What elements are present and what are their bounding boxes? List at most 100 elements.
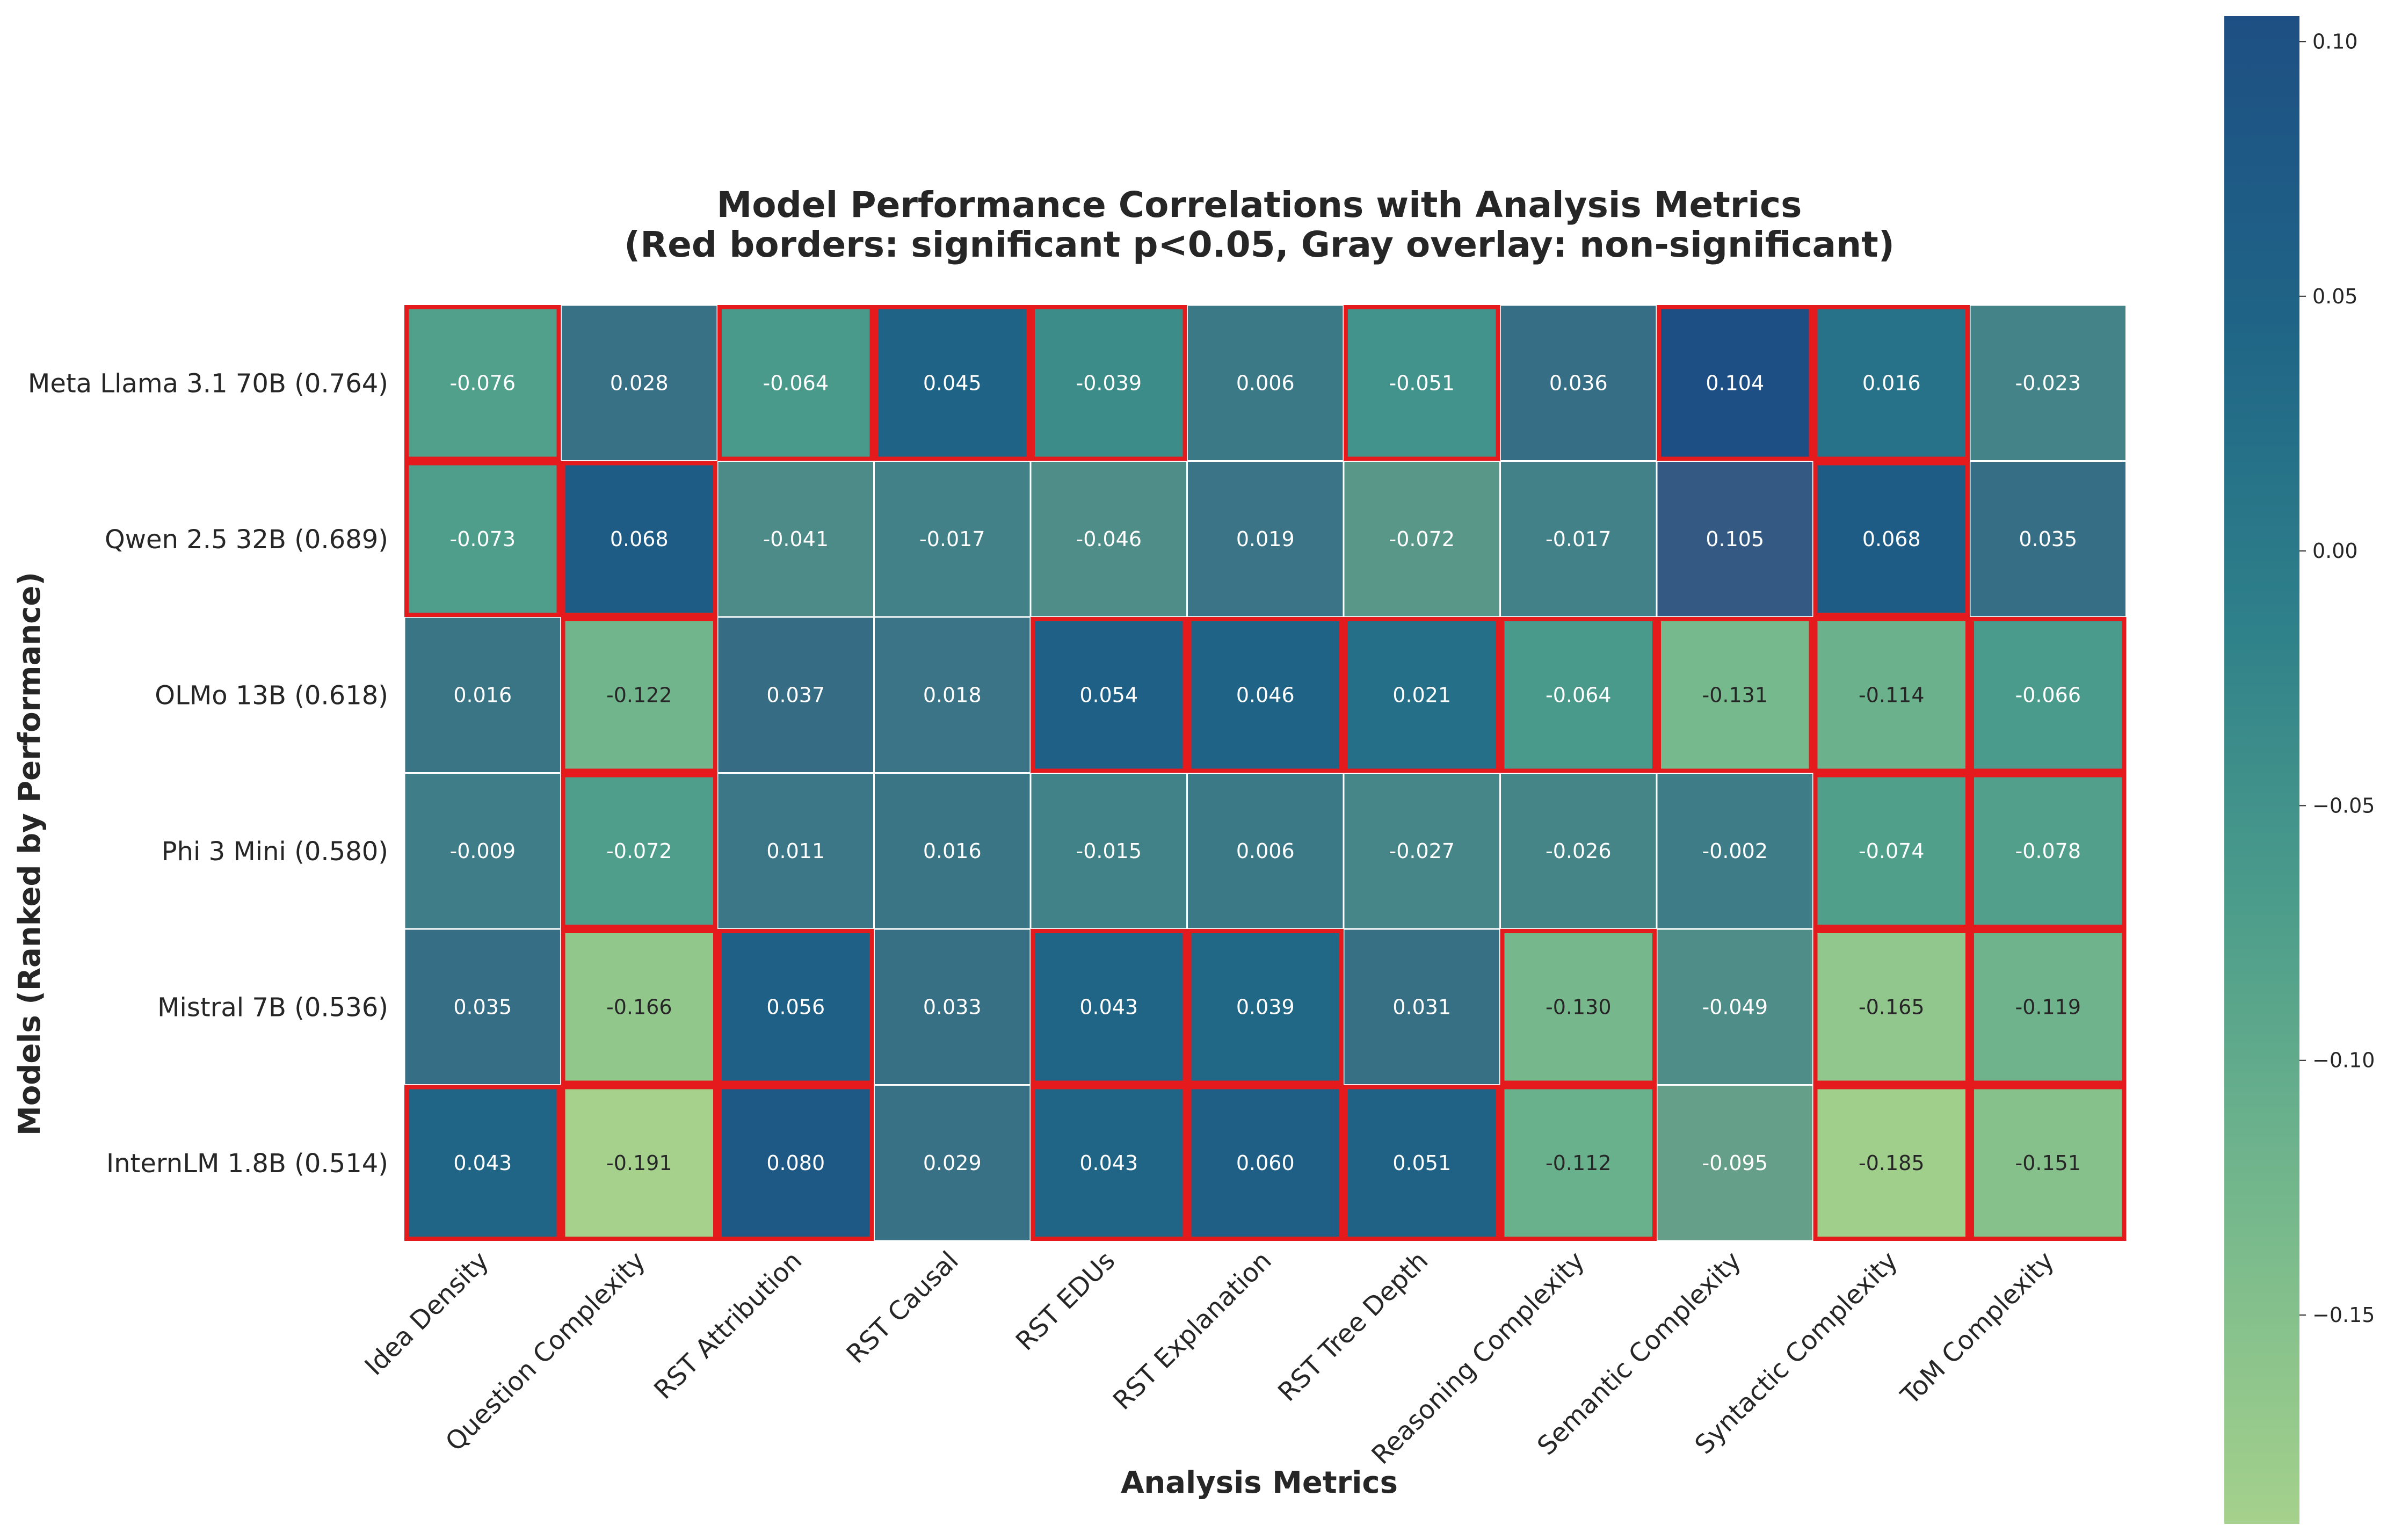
heatmap-cell bbox=[1969, 1084, 2127, 1242]
cell-value-label: -0.151 bbox=[2015, 1151, 2081, 1175]
cell-value-label: 0.105 bbox=[1706, 527, 1764, 551]
heatmap-cell bbox=[1029, 304, 1188, 462]
heatmap-cell bbox=[1656, 772, 1814, 930]
heatmap-cell bbox=[1343, 928, 1501, 1086]
heatmap-cell bbox=[1656, 460, 1814, 618]
significance-border bbox=[1970, 1085, 2127, 1241]
heatmap-cell bbox=[1186, 460, 1345, 618]
significance-border bbox=[1031, 617, 1187, 773]
significance-border bbox=[1187, 617, 1344, 773]
heatmap-cell bbox=[716, 616, 875, 774]
significance-border bbox=[1657, 305, 1813, 461]
significance-border bbox=[561, 1085, 717, 1241]
heatmap-cell bbox=[1656, 1084, 1814, 1242]
colorbar-tick-label: 0.00 bbox=[2312, 539, 2358, 563]
cell-value-label: -0.072 bbox=[606, 839, 672, 863]
cell-value-label: 0.037 bbox=[766, 683, 825, 707]
x-tick-label: Idea Density bbox=[359, 1246, 495, 1382]
significance-border bbox=[1970, 929, 2127, 1085]
heatmap-cell bbox=[1029, 616, 1188, 774]
cell-value-label: -0.114 bbox=[1859, 683, 1925, 707]
heatmap-cell bbox=[873, 460, 1032, 618]
cell-value-label: 0.016 bbox=[453, 683, 512, 707]
significance-border bbox=[1187, 929, 1344, 1085]
x-tick-label: RST Attribution bbox=[648, 1246, 808, 1405]
significance-border bbox=[1970, 773, 2127, 929]
cell-value-label: 0.068 bbox=[1862, 527, 1921, 551]
colorbar-tick-label: −0.05 bbox=[2312, 794, 2375, 817]
cell-value-label: -0.072 bbox=[1389, 527, 1455, 551]
cell-value-label: 0.011 bbox=[766, 839, 825, 863]
cell-value-label: -0.122 bbox=[606, 683, 672, 707]
cell-value-labels: -0.076 0.028 -0.064 0.045 -0.039 0.006 -0.051 0… bbox=[450, 371, 2081, 1175]
cell-value-label: 0.056 bbox=[766, 995, 825, 1019]
cell-value-label: 0.016 bbox=[1862, 371, 1921, 395]
cell-value-label: 0.033 bbox=[923, 995, 982, 1019]
significance-border bbox=[1813, 773, 1970, 929]
cell-value-label: -0.064 bbox=[1546, 683, 1612, 707]
colorbar-tick-label: 0.10 bbox=[2312, 30, 2358, 53]
heatmap-cell bbox=[1812, 460, 1971, 618]
significance-border bbox=[1344, 1085, 1500, 1241]
significance-border bbox=[1344, 617, 1500, 773]
y-tick-label: Qwen 2.5 32B (0.689) bbox=[105, 525, 388, 555]
significance-border bbox=[404, 305, 561, 461]
colorbar-tick-label: 0.05 bbox=[2312, 285, 2358, 308]
heatmap-cell bbox=[873, 772, 1032, 930]
cell-value-label: 0.051 bbox=[1392, 1151, 1451, 1175]
cell-value-label: -0.041 bbox=[763, 527, 829, 551]
significance-border bbox=[1813, 461, 1970, 617]
heatmap-cell bbox=[1029, 460, 1188, 618]
y-tick-labels: Meta Llama 3.1 70B (0.764) Qwen 2.5 32B (… bbox=[28, 368, 388, 1179]
heatmap-cell bbox=[873, 928, 1032, 1086]
colorbar-gradient bbox=[2224, 16, 2299, 1524]
significance-border bbox=[1344, 305, 1500, 461]
y-tick-label: OLMo 13B (0.618) bbox=[155, 680, 388, 710]
heatmap-cell bbox=[1812, 304, 1971, 462]
heatmap-cell bbox=[403, 616, 562, 774]
cell-value-label: -0.074 bbox=[1859, 839, 1925, 863]
heatmap-cell bbox=[716, 772, 875, 930]
cell-value-label: 0.028 bbox=[610, 371, 669, 395]
heatmap-cell bbox=[1969, 304, 2127, 462]
cell-value-label: 0.080 bbox=[766, 1151, 825, 1175]
significance-border bbox=[717, 1085, 874, 1241]
cell-value-label: 0.054 bbox=[1079, 683, 1138, 707]
significance-border bbox=[1500, 929, 1657, 1085]
heatmap-cell bbox=[403, 460, 562, 618]
cell-value-label: -0.026 bbox=[1546, 839, 1612, 863]
cell-value-label: -0.076 bbox=[450, 371, 516, 395]
cell-value-label: 0.016 bbox=[923, 839, 982, 863]
cell-value-label: 0.031 bbox=[1392, 995, 1451, 1019]
significance-border bbox=[561, 617, 717, 773]
heatmap-cell bbox=[1969, 928, 2127, 1086]
cell-value-label: 0.039 bbox=[1236, 995, 1295, 1019]
heatmap-cell bbox=[403, 928, 562, 1086]
x-tick-label: RST Tree Depth bbox=[1272, 1246, 1434, 1407]
heatmap-cell bbox=[1343, 616, 1501, 774]
cell-value-label: -0.017 bbox=[1546, 527, 1612, 551]
cell-value-label: -0.002 bbox=[1702, 839, 1768, 863]
heatmap-cell bbox=[1499, 460, 1658, 618]
colorbar-tick-label: −0.15 bbox=[2312, 1303, 2375, 1327]
cell-value-label: -0.015 bbox=[1076, 839, 1142, 863]
significance-border bbox=[1657, 617, 1813, 773]
cell-value-label: 0.068 bbox=[610, 527, 669, 551]
significance-border bbox=[1187, 1085, 1344, 1241]
heatmap-cell bbox=[403, 304, 562, 462]
cell-value-label: 0.046 bbox=[1236, 683, 1295, 707]
significance-border bbox=[561, 773, 717, 929]
significance-border bbox=[717, 305, 874, 461]
cell-value-label: 0.043 bbox=[1079, 1151, 1138, 1175]
cell-value-label: 0.045 bbox=[923, 371, 982, 395]
colorbar-tick-label: −0.10 bbox=[2312, 1049, 2375, 1072]
cell-value-label: 0.043 bbox=[453, 1151, 512, 1175]
heatmap-cell bbox=[716, 928, 875, 1086]
significance-border bbox=[404, 1085, 561, 1241]
significance-border bbox=[1031, 1085, 1187, 1241]
significance-border bbox=[717, 929, 874, 1085]
cell-value-label: -0.191 bbox=[606, 1151, 672, 1175]
cell-value-label: -0.078 bbox=[2015, 839, 2081, 863]
